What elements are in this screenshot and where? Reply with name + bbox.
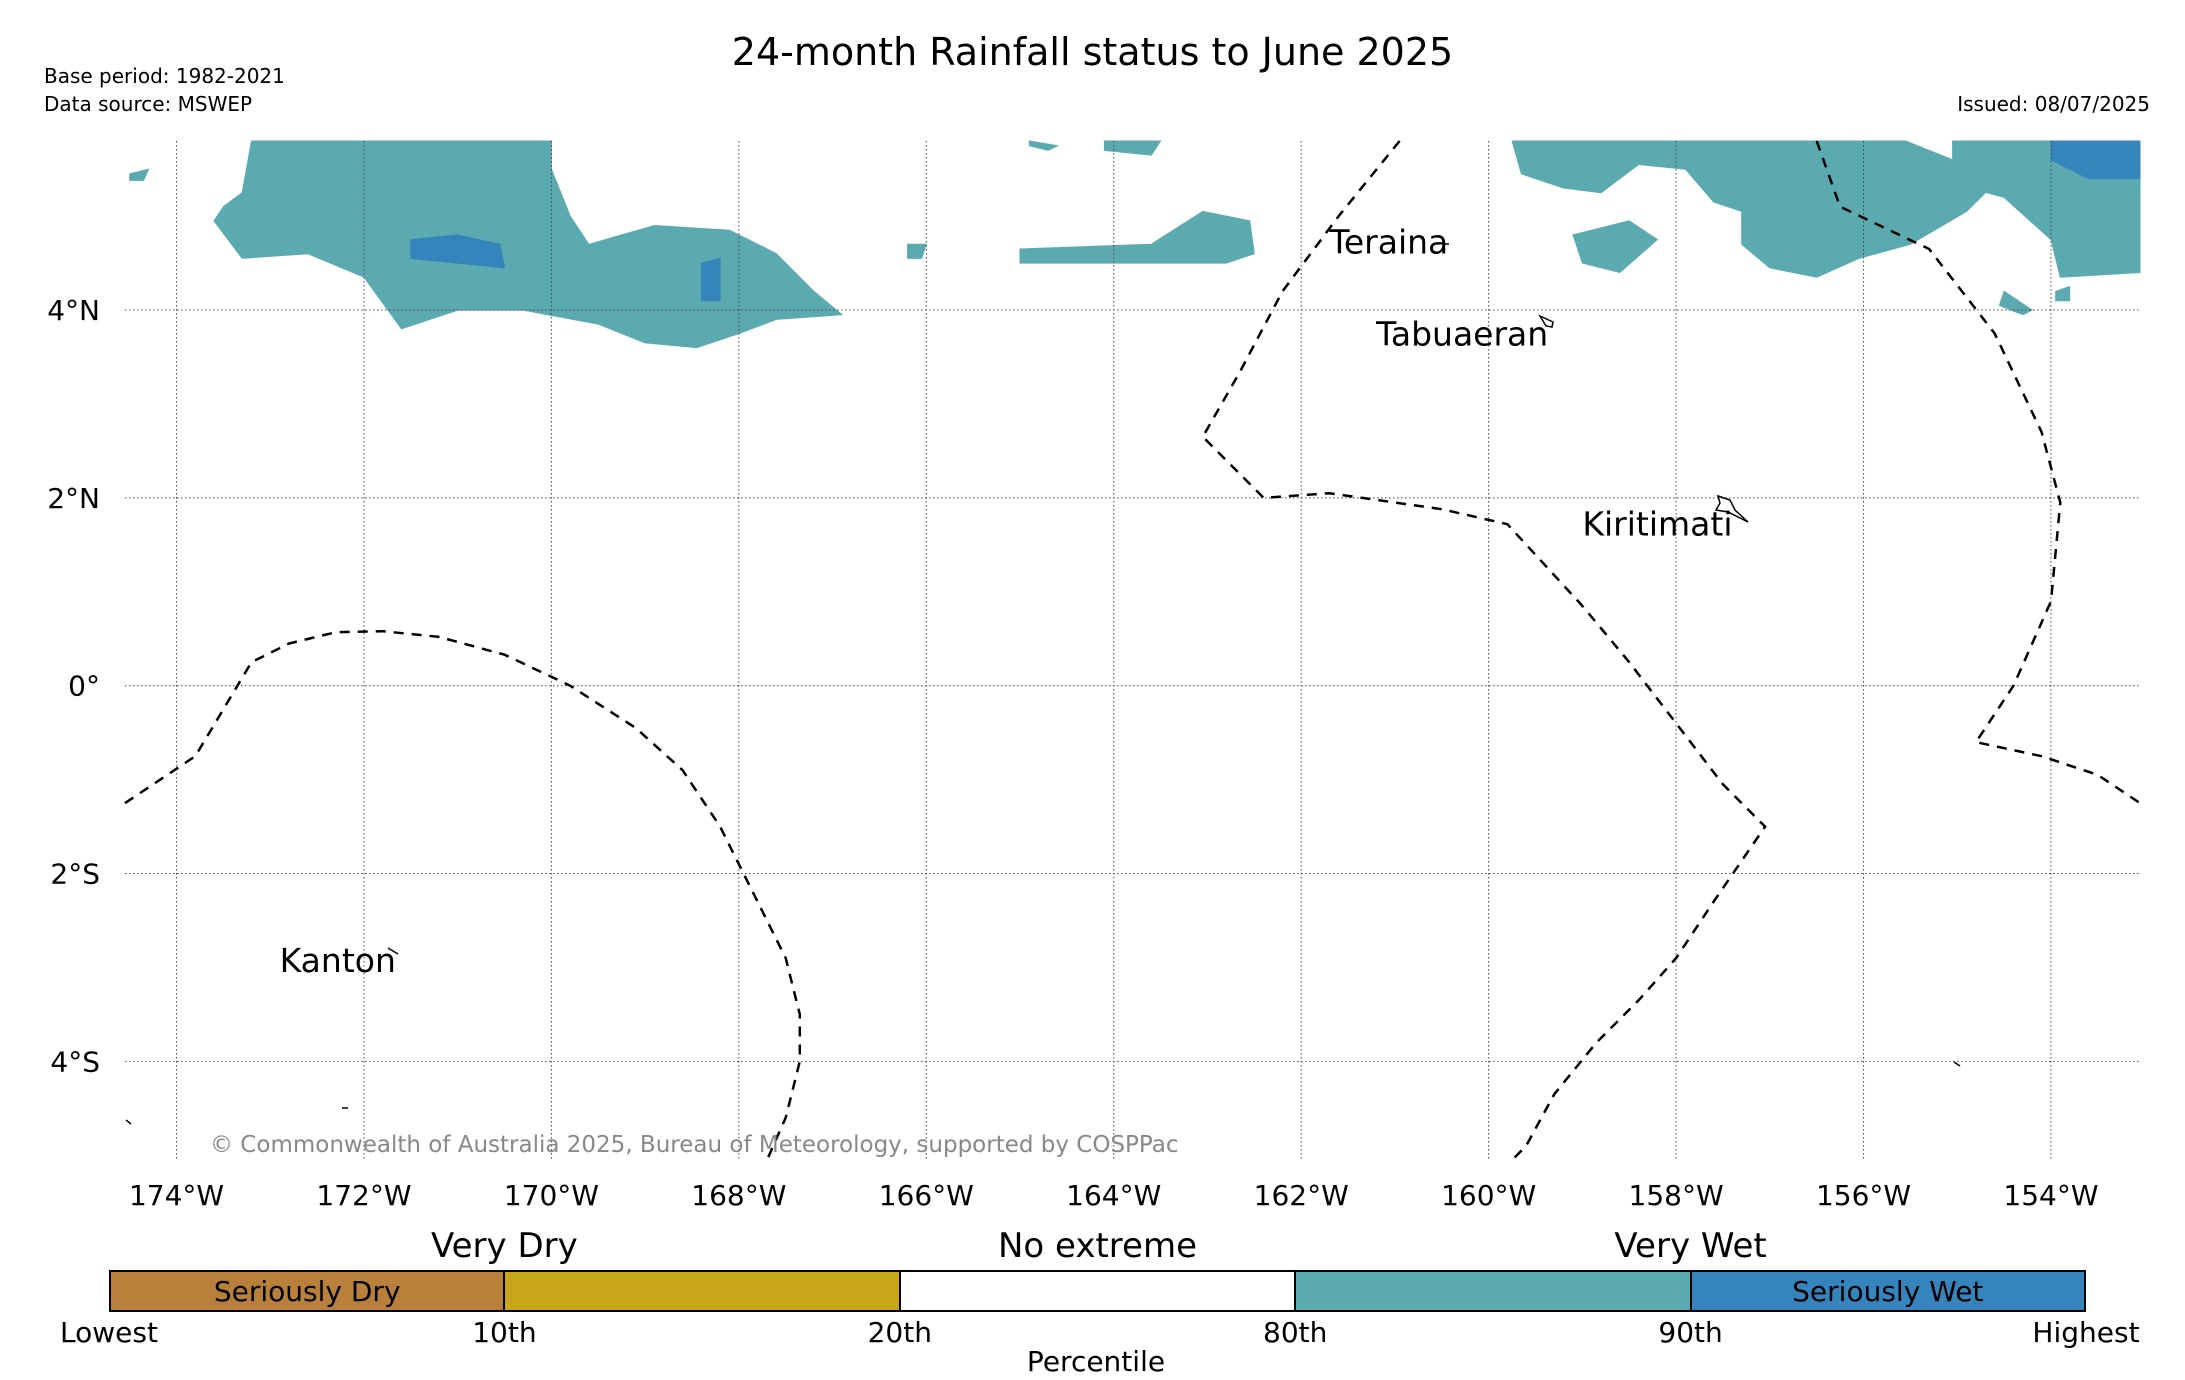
lon-tick-label: 160°W <box>1441 1179 1536 1212</box>
lat-tick-label: 2°S <box>50 858 100 891</box>
rain-region-very-wet <box>1019 210 1255 264</box>
colorbar-segment-very-dry <box>504 1270 901 1312</box>
data-source-label: Data source: MSWEP <box>44 92 253 116</box>
colorbar-tick-label: 10th <box>472 1316 537 1349</box>
issued-date-label: Issued: 08/07/2025 <box>1957 92 2150 116</box>
colorbar-group-label: Very Dry <box>431 1226 578 1266</box>
rain-region-seriously-wet <box>700 257 721 302</box>
place-label-tabuaeran: Tabuaeran <box>1375 315 1548 354</box>
colorbar-segment-very-wet <box>1295 1270 1692 1312</box>
lon-tick-label: 158°W <box>1629 1179 1724 1212</box>
page-title: 24-month Rainfall status to June 2025 <box>731 30 1454 74</box>
eez-boundary-line <box>124 629 802 1161</box>
colorbar-segment-seriously-dry: Seriously Dry <box>109 1270 506 1312</box>
tabuaeran-island-outline <box>1538 314 1554 328</box>
colorbar-group-label: No extreme <box>997 1226 1198 1266</box>
colorbar-tick-label: 90th <box>1658 1316 1723 1349</box>
lon-tick-label: 164°W <box>1066 1179 1161 1212</box>
lat-tick-label: 4°N <box>47 294 100 327</box>
rain-region-very-wet <box>1028 140 1060 151</box>
lat-tick-label: 0° <box>68 670 100 703</box>
eez-boundary-line <box>1815 140 2141 805</box>
rain-region-seriously-wet <box>2050 140 2141 180</box>
lon-tick-label: 156°W <box>1816 1179 1911 1212</box>
rain-region-very-wet <box>1572 220 1659 274</box>
lat-tick-label: 4°S <box>50 1045 100 1078</box>
eez-boundary-line <box>1201 140 1767 1161</box>
rain-region-very-wet <box>1998 290 2034 316</box>
rain-region-very-wet <box>1103 140 1162 156</box>
colorbar-tick-label: Lowest <box>60 1316 158 1349</box>
kiritimati-island-outline <box>1714 494 1749 523</box>
lon-tick-label: 154°W <box>2003 1179 2098 1212</box>
rain-regions-layer <box>129 140 2141 349</box>
colorbar-tick-label: 20th <box>867 1316 932 1349</box>
colorbar-tick-label: 80th <box>1263 1316 1328 1349</box>
small-island-outline <box>125 1119 132 1125</box>
colorbar-tick-label: Highest <box>2032 1316 2140 1349</box>
lon-tick-label: 170°W <box>504 1179 599 1212</box>
islands-layer <box>125 243 1961 1125</box>
place-label-teraina: Teraina <box>1328 223 1448 262</box>
eez-boundaries-layer <box>124 140 2141 1161</box>
colorbar-axis-label: Percentile <box>1026 1345 1166 1378</box>
small-island-outline <box>1953 1061 1961 1067</box>
place-label-kiritimati: Kiritimati <box>1582 504 1732 543</box>
place-labels-layer: Teraina Tabuaeran Kiritimati Kanton <box>280 223 1733 980</box>
lon-tick-label: 174°W <box>129 1179 224 1212</box>
axes-labels-layer: 174°W 172°W 170°W 168°W 166°W 164°W 162°W 160°W… <box>47 294 2098 1212</box>
rain-region-very-wet <box>2055 285 2071 302</box>
lon-tick-label: 166°W <box>879 1179 974 1212</box>
lon-tick-label: 172°W <box>316 1179 411 1212</box>
lon-tick-label: 168°W <box>691 1179 786 1212</box>
rain-region-very-wet <box>129 168 150 181</box>
lon-tick-label: 162°W <box>1254 1179 1349 1212</box>
lat-tick-label: 2°N <box>47 482 100 515</box>
kanton-island-outline <box>387 947 399 955</box>
colorbar-segment-seriously-wet: Seriously Wet <box>1690 1270 2086 1312</box>
base-period-label: Base period: 1982-2021 <box>44 64 285 88</box>
gridlines-layer <box>125 141 2140 1160</box>
copyright-notice: © Commonwealth of Australia 2025, Bureau… <box>210 1132 1179 1158</box>
colorbar-group-label: Very Wet <box>1614 1226 1767 1266</box>
rain-region-seriously-wet <box>410 234 506 269</box>
place-label-kanton: Kanton <box>280 941 396 980</box>
colorbar-segment-no-extreme <box>899 1270 1297 1312</box>
rain-region-very-wet <box>907 243 927 259</box>
rain-region-very-wet <box>213 140 844 349</box>
